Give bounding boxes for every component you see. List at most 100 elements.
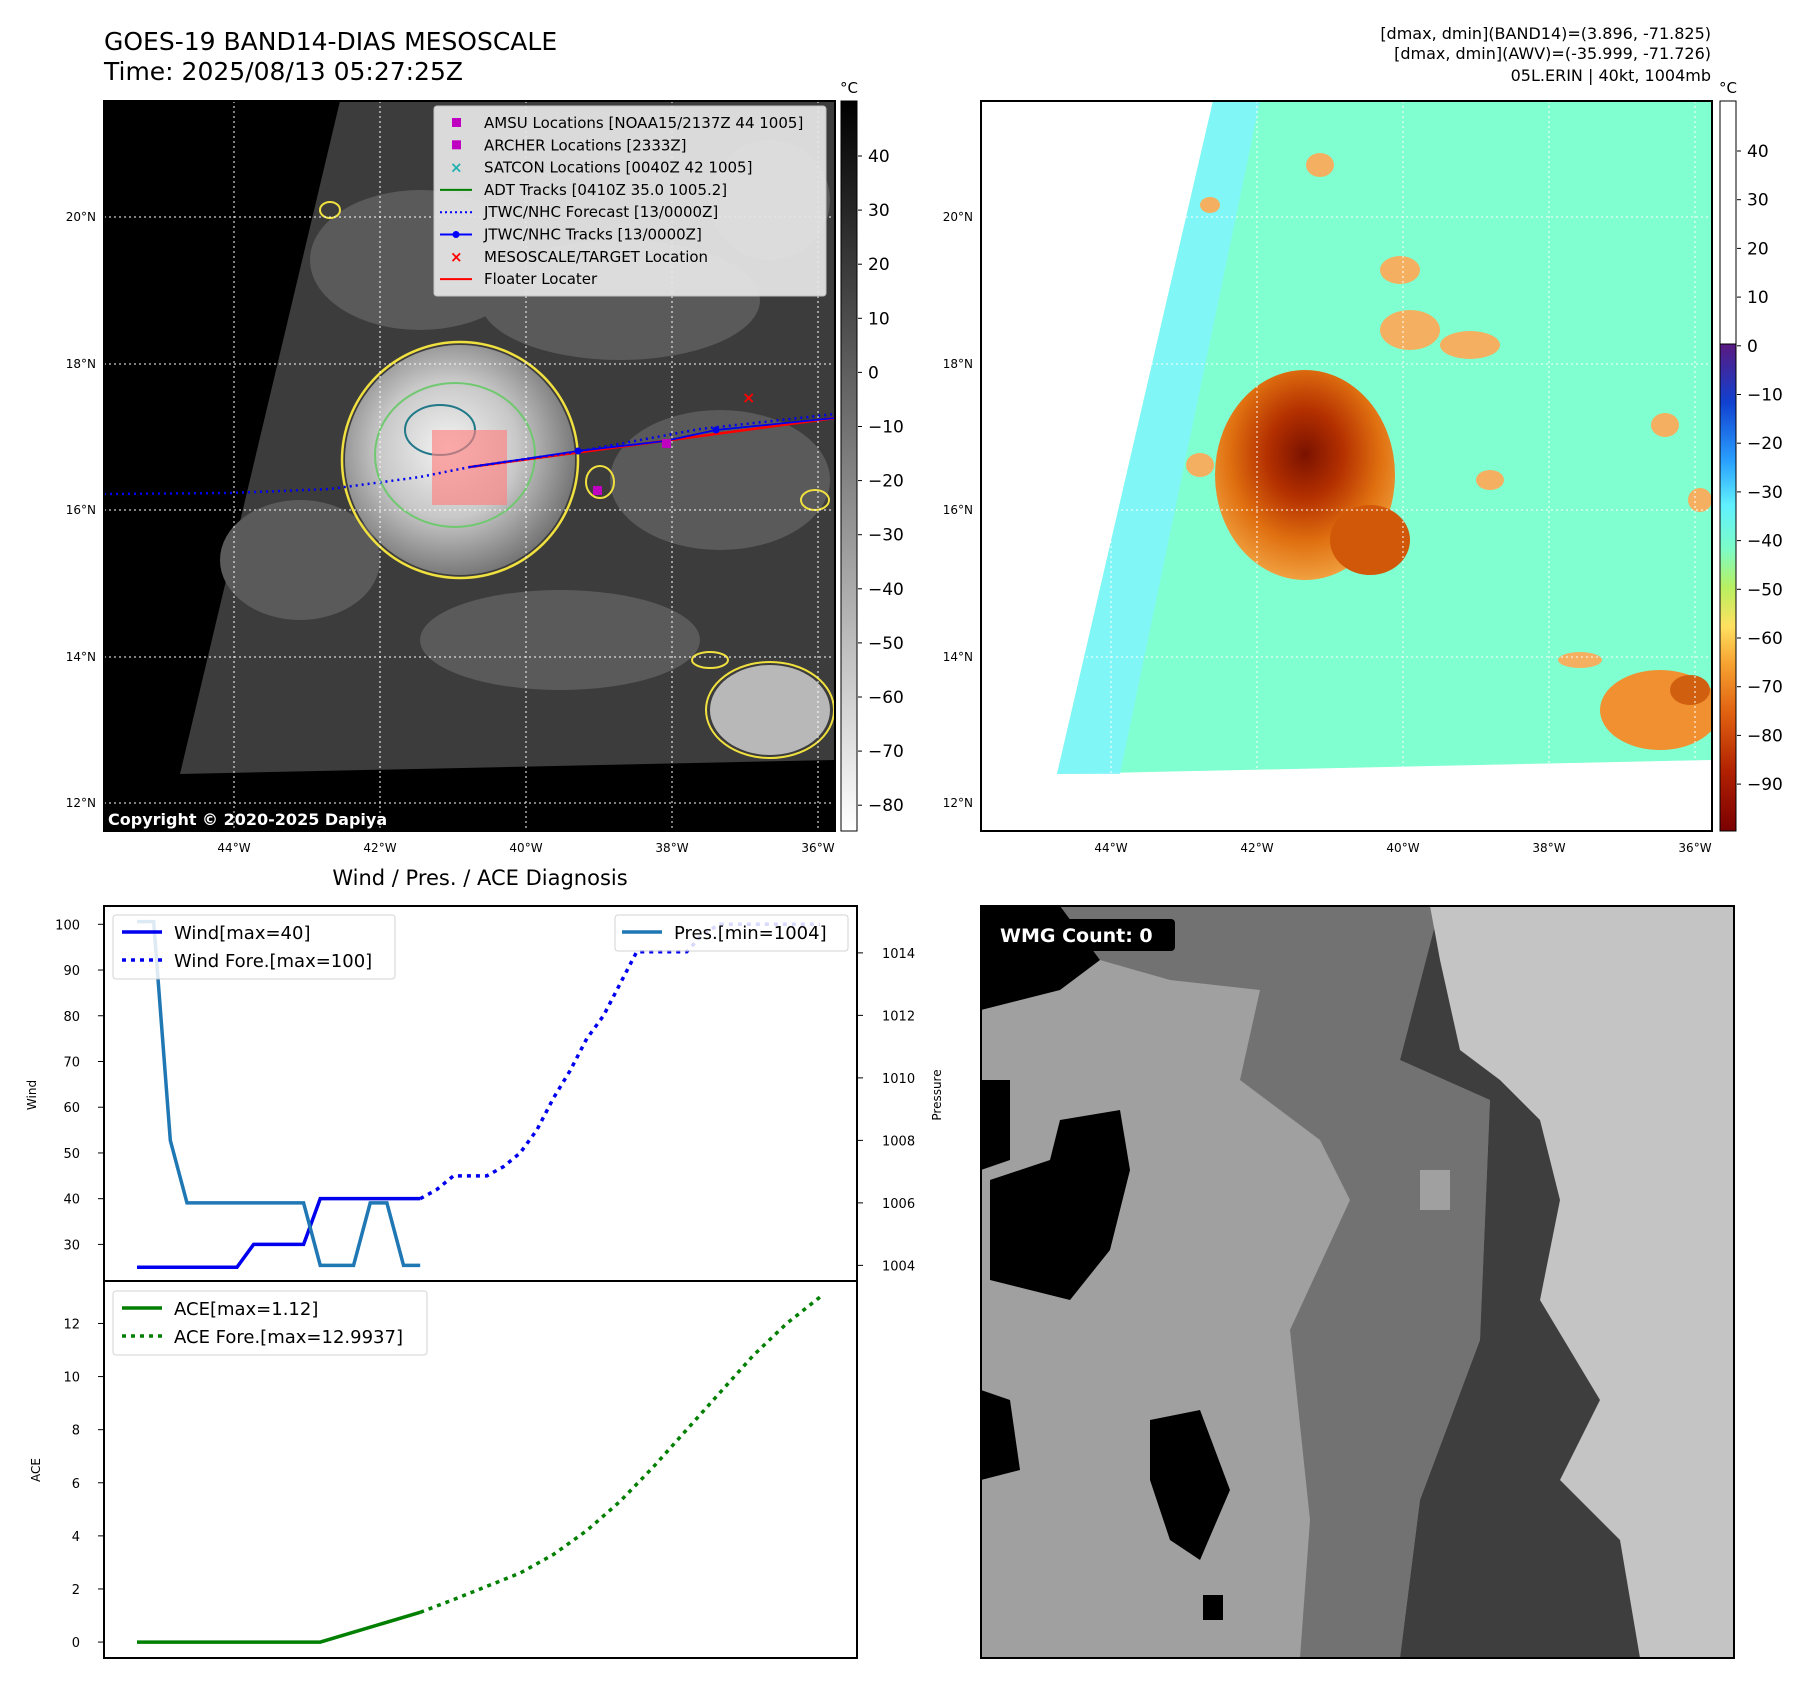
ace-panel: 12 10 8 6 4 2 0 ACE ACE[max=1.12] ACE Fore.[ma… [29,1280,858,1659]
ace-tick-label: 10 [63,1371,80,1386]
legend-label: Floater Locater [484,270,598,288]
wmg-mid-gray [1060,906,1490,1658]
target-marker: × [742,388,755,407]
ir-lon-label: 40°W [509,841,542,855]
wind-axis-label: Wind [25,1080,39,1110]
awv-lat-label: 18°N [943,357,973,371]
colorbar-tick-label: −80 [1747,726,1783,746]
cloud-cluster-se [710,665,830,755]
forecast-track [104,412,835,496]
legend-entry: × SATCON Locations [0040Z 42 1005] [450,159,752,177]
legend-entry: × MESOSCALE/TARGET Location [450,248,708,266]
awv-lon-labels: 44°W 42°W 40°W 38°W 36°W [1094,841,1711,855]
colorbar-tick-label: −90 [1747,775,1783,795]
wind-tick-label: 30 [63,1238,80,1253]
ir-lat-label: 20°N [66,210,96,224]
legend-label: AMSU Locations [NOAA15/2137Z 44 1005] [484,114,803,132]
series-pressure-line [137,919,421,1268]
wind-pres-panel: 100 90 80 70 60 50 40 30 1014 1012 1010 1008 1006 10… [25,905,944,1282]
pressure-tick-label: 1004 [882,1259,915,1274]
colorbar-tick-label: −60 [1747,629,1783,649]
pressure-tick-label: 1012 [882,1009,915,1024]
wmg-frame [980,905,1735,1659]
colorbar-tick-label: −60 [868,688,904,708]
colorbar-tick-label: −70 [1747,678,1783,698]
legend-entry: JTWC/NHC Tracks [13/0000Z] [440,226,702,244]
colorbar-tick-label: 20 [868,255,890,275]
legend-label: ADT Tracks [0410Z 35.0 1005.2] [484,181,727,199]
colorbar-tick-label: −30 [1747,483,1783,503]
awv-lat-label: 16°N [943,503,973,517]
ir-lat-label: 16°N [66,503,96,517]
awv-map-frame [980,100,1713,832]
awv-cloud-patches [1186,153,1712,668]
legend-wind: Wind[max=40] [174,923,311,944]
legend-entry: ADT Tracks [0410Z 35.0 1005.2] [440,181,727,199]
colorbar-tick-label: 0 [868,363,879,383]
wind-tick-label: 50 [63,1147,80,1162]
ir-lon-labels: 44°W 42°W 40°W 38°W 36°W [217,841,834,855]
colorbar-tick-label: −50 [868,634,904,654]
colorbar-tick-label: 20 [1747,239,1769,259]
colorbar-tick-label: −70 [868,742,904,762]
legend-ace: ACE[max=1.12] [174,1299,318,1320]
colorbar-tick-label: 10 [868,309,890,329]
wind-tick-label: 40 [63,1193,80,1208]
colorbar-tick-label: −80 [868,796,904,816]
ir-lat-label: 14°N [66,650,96,664]
awv-lon-label: 42°W [1240,841,1273,855]
contour-green [374,382,536,528]
ir-lon-label: 36°W [801,841,834,855]
ir-map-panel: × 20°N 18°N 16°N 14°N 12°N 44°W 42°W 40°… [66,100,836,855]
legend-entry: JTWC/NHC Forecast [13/0000Z] [440,203,718,221]
legend-marker: × [450,248,463,266]
wind-tick-label: 80 [63,1010,80,1025]
colorbar-tick-label: −50 [1747,580,1783,600]
ace-tick-label: 0 [72,1636,80,1651]
wind-tick-label: 90 [63,964,80,979]
colorbar-tick-label: 10 [1747,288,1769,308]
stats-band14: [dmax, dmin](BAND14)=(3.896, -71.825) [1380,24,1711,43]
ace-tick-label: 6 [72,1477,80,1492]
legend-entry: AMSU Locations [NOAA15/2137Z 44 1005] [452,114,803,132]
colorbar-tick-label: −10 [1747,386,1783,406]
ir-map-frame [103,100,836,832]
ir-map-legend: AMSU Locations [NOAA15/2137Z 44 1005] ARC… [433,105,827,297]
copyright-text: Copyright © 2020-2025 Dapiya [108,810,387,829]
pressure-tick-label: 1010 [882,1072,915,1087]
ir-lon-label: 38°W [655,841,688,855]
legend-marker: × [450,159,463,177]
wind-tick-label: 60 [63,1101,80,1116]
legend-label: ARCHER Locations [2333Z] [484,136,687,154]
ace-tick-label: 2 [72,1583,80,1598]
wind-legend: Wind[max=40] Wind Fore.[max=100] [112,914,396,980]
legend-entry: Floater Locater [440,270,598,288]
awv-gridlines [981,101,1712,831]
archer-marker [593,486,602,495]
awv-lat-label: 20°N [943,210,973,224]
ir-colorbar-unit: °C [840,79,858,97]
wmg-panel: WMG Count: 0 [980,905,1735,1659]
ace-axis-label: ACE [29,1458,43,1482]
colorbar-tick-label: −20 [1747,434,1783,454]
ace-legend: ACE[max=1.12] ACE Fore.[max=12.9937] [112,1290,428,1356]
colorbar-tick-label: −20 [868,472,904,492]
pressure-legend: Pres.[min=1004] [614,914,849,952]
awv-colorbar-unit: °C [1719,79,1737,97]
diagnosis-title: Wind / Pres. / ACE Diagnosis [332,866,627,890]
wind-tick-label: 70 [63,1055,80,1070]
colorbar-tick-label: 30 [868,201,890,221]
awv-lon-label: 40°W [1386,841,1419,855]
colorbar-tick-label: −40 [1747,532,1783,552]
colorbar-tick-label: 40 [1747,142,1769,162]
ace-tick-label: 12 [63,1317,80,1332]
colorbar-tick-label: −30 [868,526,904,546]
wmg-count-label: WMG Count: 0 [1000,925,1153,947]
ir-lat-label: 12°N [66,796,96,810]
ir-lat-labels: 20°N 18°N 16°N 14°N 12°N [66,210,96,810]
legend-label: JTWC/NHC Tracks [13/0000Z] [483,226,702,244]
pressure-tick-label: 1014 [882,947,915,962]
pressure-axis-label: Pressure [930,1069,944,1120]
awv-lon-label: 38°W [1532,841,1565,855]
